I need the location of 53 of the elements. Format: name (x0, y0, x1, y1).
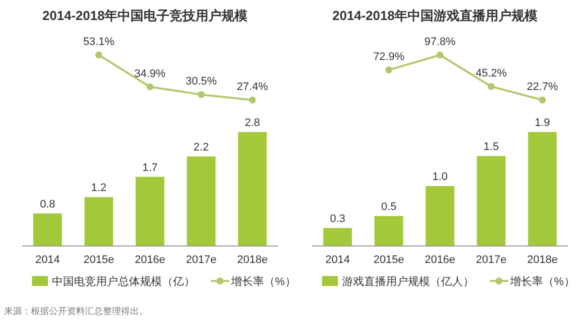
bar (476, 156, 506, 246)
data-label: 1.0 (432, 171, 448, 183)
point (146, 83, 154, 90)
data-label: 97.8% (424, 36, 456, 48)
x-tick-label: 2017e (186, 254, 216, 266)
x-tick-label: 2015e (374, 254, 404, 266)
bar (84, 197, 114, 246)
x-tick-label: 2017e (476, 254, 506, 266)
bar (528, 132, 557, 246)
bar (426, 186, 454, 246)
data-label: 2.2 (194, 141, 209, 154)
x-tick-label: 2018e (237, 254, 268, 266)
x-tick-label: 2015e (84, 254, 114, 266)
point (488, 83, 495, 90)
legend-label: 增长率（%） (509, 275, 575, 288)
point (95, 52, 102, 58)
x-tick-label: 2016e (424, 254, 456, 266)
data-label: 22.7% (526, 81, 558, 93)
data-label: 1.9 (534, 117, 550, 129)
data-label: 0.5 (381, 201, 396, 213)
bar (136, 176, 164, 246)
point (198, 91, 205, 98)
x-tick-label: 2018e (527, 254, 558, 266)
chart-title: 2014-2018年中国电子竞技用户规模 (42, 8, 248, 23)
bar (238, 132, 267, 246)
data-label: 34.9% (134, 68, 166, 80)
bar (33, 213, 62, 246)
data-label: 72.9% (373, 50, 405, 63)
bar (186, 156, 216, 246)
point (436, 52, 444, 58)
source-note: 来源：根据公开资料汇总整理得出。 (4, 306, 148, 316)
legend-label: 游戏直播用户规模（亿人） (342, 275, 474, 288)
point (385, 66, 392, 74)
data-label: 1.7 (142, 162, 158, 174)
bar (374, 216, 404, 246)
data-label: 2.8 (244, 117, 260, 129)
bar (323, 228, 352, 246)
data-label: 30.5% (186, 76, 218, 88)
point (538, 96, 546, 104)
data-label: 53.1% (83, 36, 115, 48)
x-tick-label: 2014 (35, 254, 60, 266)
data-label: 1.5 (484, 141, 499, 153)
data-label: 45.2% (476, 68, 508, 80)
x-tick-label: 2014 (325, 254, 350, 266)
legend-label: 增长率（%） (230, 275, 296, 288)
data-label: 0.8 (40, 198, 56, 210)
data-label: 1.2 (91, 182, 106, 194)
x-tick-label: 2016e (134, 254, 166, 266)
legend-label: 中国电竞用户总体规模（亿） (52, 275, 195, 288)
data-label: 0.3 (330, 213, 346, 225)
point (248, 96, 256, 104)
chart-title: 2014-2018年中国游戏直播用户规模 (332, 8, 538, 23)
data-label: 27.4% (236, 81, 268, 93)
